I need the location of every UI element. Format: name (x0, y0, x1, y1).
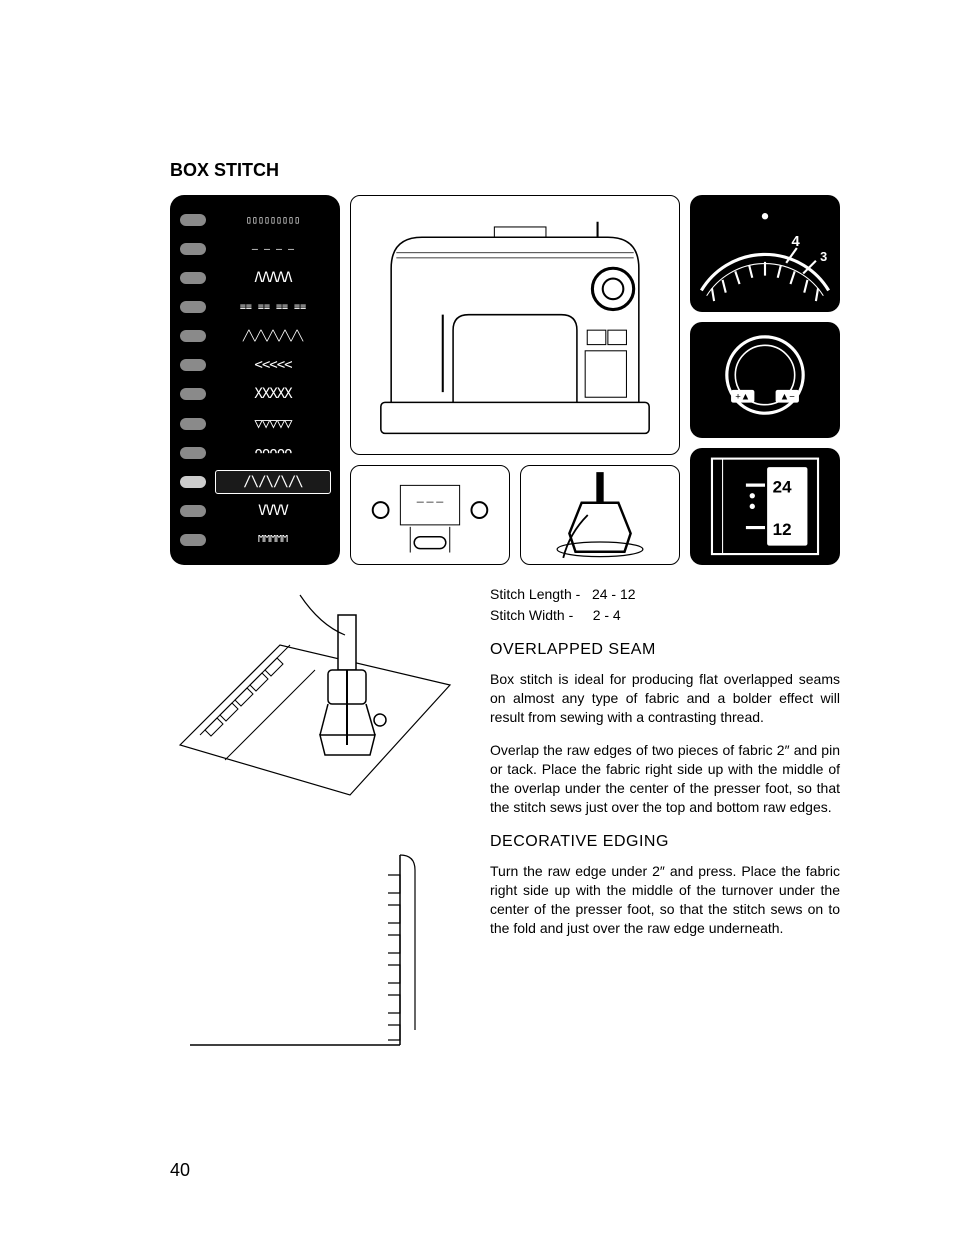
manual-page: BOX STITCH ▯▯▯▯▯▯▯▯▯ — — — — ΛΛΛΛΛ ≡≡ ≡≡ ≡≡… (170, 160, 840, 1065)
stitch-pattern-row: ╱╲╱╲╱╲╱╲╱╲ (180, 325, 330, 347)
section-heading-decorative: DECORATIVE EDGING (490, 831, 840, 853)
stitch-pattern-glyph: ▽▽▽▽▽ (216, 413, 330, 435)
overlapped-para-2: Overlap the raw edges of two pieces of f… (490, 741, 840, 817)
stitch-width-spec: Stitch Width - 2 - 4 (490, 606, 840, 625)
page-title: BOX STITCH (170, 160, 840, 181)
svg-text:─ ─ ─: ─ ─ ─ (416, 497, 444, 508)
stitch-pattern-glyph: /\/\/\/\ (216, 471, 330, 493)
stitch-length-label: Stitch Length - (490, 586, 580, 602)
decorative-para-1: Turn the raw edge under 2″ and press. Pl… (490, 862, 840, 938)
overlapped-para-1: Box stitch is ideal for producing flat o… (490, 670, 840, 727)
instruction-section: Stitch Length - 24 - 12 Stitch Width - 2… (170, 585, 840, 1065)
stitch-width-label: Stitch Width - (490, 607, 573, 623)
stitch-pattern-glyph: VVVV (216, 500, 330, 522)
section-heading-overlapped: OVERLAPPED SEAM (490, 639, 840, 661)
illustration-column (170, 585, 460, 1065)
stitch-pattern-row: ≡≡ ≡≡ ≡≡ ≡≡ (180, 296, 330, 318)
stitch-pattern-row: — — — — (180, 238, 330, 260)
stitch-select-button[interactable] (180, 476, 206, 488)
decorative-edging-illustration (170, 835, 460, 1065)
stitch-pattern-glyph: ΛΛΛΛΛ (216, 267, 330, 289)
stitch-select-button[interactable] (180, 388, 206, 400)
stitch-pattern-row: <<<<< (180, 354, 330, 376)
stitch-pattern-glyph: ᴖᴖᴖᴖᴖ (216, 442, 330, 464)
stitch-pattern-glyph: ╱╲╱╲╱╲╱╲╱╲ (216, 325, 330, 347)
stitch-width-value: 2 - 4 (593, 607, 621, 623)
instruction-text: Stitch Length - 24 - 12 Stitch Width - 2… (490, 585, 840, 1065)
settings-illustration-row: ▯▯▯▯▯▯▯▯▯ — — — — ΛΛΛΛΛ ≡≡ ≡≡ ≡≡ ≡≡ ╱╲╱╲╱╲╱╲… (170, 195, 840, 565)
dial-details-column: 4 3 +▲ ▲− (690, 195, 840, 565)
stitch-pattern-glyph: ▯▯▯▯▯▯▯▯▯ (216, 209, 330, 231)
stitch-select-button[interactable] (180, 330, 206, 342)
stitch-pattern-row: XXXXX (180, 383, 330, 405)
machine-column: ─ ─ ─ (350, 195, 680, 565)
stitch-pattern-glyph: ϺϺϺϺϺ (216, 529, 330, 551)
stitch-pattern-panel: ▯▯▯▯▯▯▯▯▯ — — — — ΛΛΛΛΛ ≡≡ ≡≡ ≡≡ ≡≡ ╱╲╱╲╱╲╱╲… (170, 195, 340, 565)
stitch-selector-detail: ─ ─ ─ (350, 465, 510, 565)
length-mark-12: 12 (773, 520, 792, 539)
stitch-select-button[interactable] (180, 418, 206, 430)
presser-foot-detail (520, 465, 680, 565)
page-number: 40 (170, 1160, 190, 1181)
stitch-length-value: 24 - 12 (592, 586, 636, 602)
stitch-select-button[interactable] (180, 272, 206, 284)
stitch-select-button[interactable] (180, 301, 206, 313)
stitch-pattern-row: ▽▽▽▽▽ (180, 413, 330, 435)
stitch-select-button[interactable] (180, 505, 206, 517)
svg-text:▲−: ▲− (780, 391, 795, 402)
stitch-pattern-row: ᴖᴖᴖᴖᴖ (180, 442, 330, 464)
sewing-machine-illustration (350, 195, 680, 455)
stitch-pattern-row: ▯▯▯▯▯▯▯▯▯ (180, 209, 330, 231)
overlapped-seam-illustration (170, 585, 460, 815)
tension-dial-detail: +▲ ▲− (690, 322, 840, 439)
stitch-pattern-row: ΛΛΛΛΛ (180, 267, 330, 289)
stitch-pattern-row: ϺϺϺϺϺ (180, 529, 330, 551)
stitch-length-spec: Stitch Length - 24 - 12 (490, 585, 840, 604)
stitch-select-button[interactable] (180, 359, 206, 371)
stitch-select-button[interactable] (180, 447, 206, 459)
stitch-select-button[interactable] (180, 243, 206, 255)
svg-text:+▲: +▲ (735, 391, 750, 402)
stitch-pattern-row: VVVV (180, 500, 330, 522)
stitch-width-dial-detail: 4 3 (690, 195, 840, 312)
stitch-pattern-glyph: <<<<< (216, 354, 330, 376)
stitch-pattern-glyph: — — — — (216, 238, 330, 260)
stitch-length-dial-detail: 24 12 (690, 448, 840, 565)
stitch-pattern-glyph: XXXXX (216, 383, 330, 405)
stitch-select-button[interactable] (180, 214, 206, 226)
width-mark-3: 3 (820, 249, 827, 264)
stitch-select-button[interactable] (180, 534, 206, 546)
stitch-pattern-row: /\/\/\/\ (180, 471, 330, 493)
length-mark-24: 24 (773, 478, 792, 497)
stitch-pattern-glyph: ≡≡ ≡≡ ≡≡ ≡≡ (216, 296, 330, 318)
